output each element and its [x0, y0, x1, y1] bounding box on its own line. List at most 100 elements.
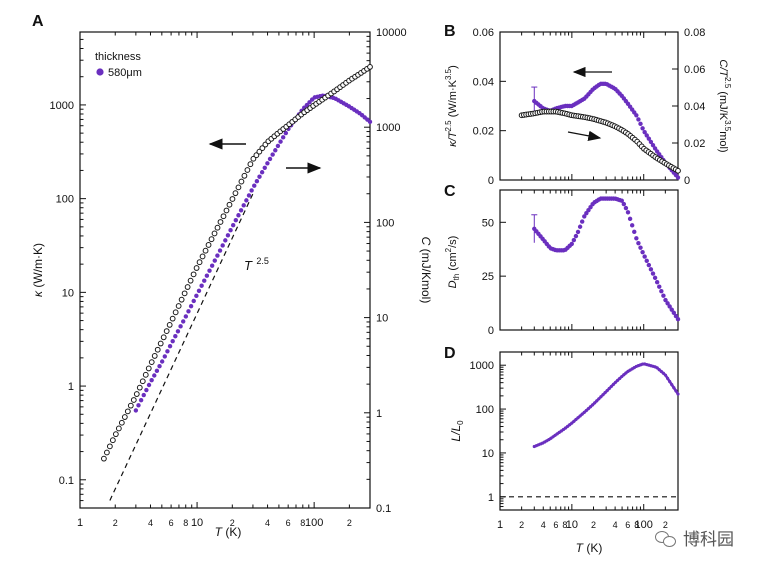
wechat-icon — [655, 529, 677, 547]
panel-a-legend: thickness 580μm — [95, 51, 142, 79]
data-point-open — [103, 449, 110, 456]
left-y-tick-label: 0.04 — [473, 76, 494, 88]
data-point — [178, 324, 183, 329]
x-tick-label: 8 — [634, 520, 639, 530]
data-point-open — [208, 236, 215, 243]
data-point — [654, 279, 660, 285]
data-point — [601, 393, 605, 397]
panel-a: A 1 2 4 6 8 10 2 4 6 8 100 20.111010010000.11101001… — [31, 13, 433, 539]
data-point-open — [100, 455, 107, 462]
data-point — [625, 210, 631, 215]
data-point-open — [163, 328, 170, 335]
data-point-open — [148, 359, 155, 366]
panel-b-right-axis-label: C/T2.5 (mJ/K3.5mol) — [717, 59, 732, 152]
data-point — [615, 378, 620, 382]
data-point — [665, 301, 670, 306]
data-point — [194, 293, 199, 299]
data-point — [597, 397, 601, 401]
data-point-open — [157, 340, 164, 347]
data-point-open — [202, 247, 209, 254]
data-point-open — [675, 167, 681, 174]
data-point-open — [256, 148, 263, 155]
legend-marker — [96, 68, 104, 76]
panel-b-plot-frame — [499, 31, 679, 181]
panel-c: C 0 25 50 Dth (cm2/s) — [444, 183, 681, 337]
data-point-open — [139, 378, 146, 385]
data-point — [252, 183, 257, 188]
data-point-open — [226, 201, 233, 208]
data-point — [663, 373, 668, 377]
data-point — [141, 392, 146, 398]
panel-d-letter: D — [444, 345, 456, 362]
data-point — [304, 102, 310, 108]
annotation-base: T — [244, 258, 253, 273]
data-point — [595, 399, 599, 403]
data-point — [593, 401, 597, 405]
x-tick-label: 6 — [286, 518, 291, 528]
data-point — [671, 310, 677, 316]
x-tick-label: 10 — [191, 517, 203, 529]
panel-d-left-axis-label: L/L0 — [449, 420, 465, 442]
data-point — [138, 397, 144, 403]
data-point — [627, 216, 633, 222]
data-point — [582, 410, 586, 414]
data-point-open — [217, 219, 224, 225]
data-point-open — [232, 190, 239, 197]
panel-a-x-axis-label: T (K) — [215, 525, 242, 539]
data-point-open — [238, 178, 245, 185]
right-y-tick-label: 1 — [376, 408, 382, 420]
data-point-open — [250, 155, 257, 162]
data-point — [659, 288, 664, 294]
left-y-tick-label: 1000 — [50, 100, 74, 112]
data-point — [655, 366, 659, 370]
data-point-open — [166, 322, 173, 328]
data-point-open — [118, 419, 125, 426]
data-point — [576, 416, 580, 420]
x-tick-label: 4 — [265, 518, 270, 528]
x-tick-label: 100 — [305, 517, 323, 529]
panel-b-right-arrow — [567, 130, 602, 141]
data-point — [644, 258, 649, 264]
data-point — [246, 193, 252, 198]
panel-a-left-axis-label: κ (W/m·K) — [31, 243, 45, 297]
data-point-open — [142, 371, 149, 378]
data-point — [613, 380, 618, 384]
data-point — [233, 218, 239, 223]
x-tick-label: 2 — [347, 518, 352, 528]
data-point — [202, 278, 207, 283]
data-point — [146, 382, 152, 388]
left-y-tick-label: 10 — [482, 448, 494, 460]
data-point-open — [133, 391, 140, 397]
data-point — [207, 268, 212, 273]
data-point-open — [115, 425, 122, 432]
data-point — [591, 403, 595, 407]
data-point-open — [259, 145, 266, 152]
data-point — [569, 241, 574, 247]
x-tick-label: 6 — [553, 520, 558, 530]
x-tick-label: 1 — [497, 519, 503, 531]
data-point — [167, 343, 173, 349]
data-point — [283, 130, 289, 136]
data-point — [249, 188, 254, 193]
data-point — [170, 338, 175, 344]
panel-a-marks: 1 2 4 6 8 10 2 4 6 8 100 20.111010010000.1110100100… — [50, 27, 407, 529]
panel-c-left-axis-label: Dth (cm2/s) — [444, 236, 461, 289]
data-point-open — [109, 437, 116, 444]
data-point-open — [160, 334, 167, 341]
data-point — [165, 349, 170, 354]
panel-a-right-axis-label: C (mJ/Kmol) — [419, 237, 433, 304]
panel-d-plot-frame — [499, 351, 679, 511]
data-point — [629, 223, 635, 228]
data-point — [136, 403, 141, 408]
data-point — [575, 229, 581, 235]
data-point — [638, 245, 643, 250]
data-point — [640, 126, 645, 131]
data-point-open — [187, 277, 194, 284]
x-tick-label: 8 — [300, 518, 305, 528]
power-law-annotation: T 2.5 — [244, 256, 269, 274]
data-point — [648, 267, 654, 272]
data-point — [640, 249, 645, 255]
data-point — [238, 208, 244, 213]
data-point — [580, 412, 584, 416]
